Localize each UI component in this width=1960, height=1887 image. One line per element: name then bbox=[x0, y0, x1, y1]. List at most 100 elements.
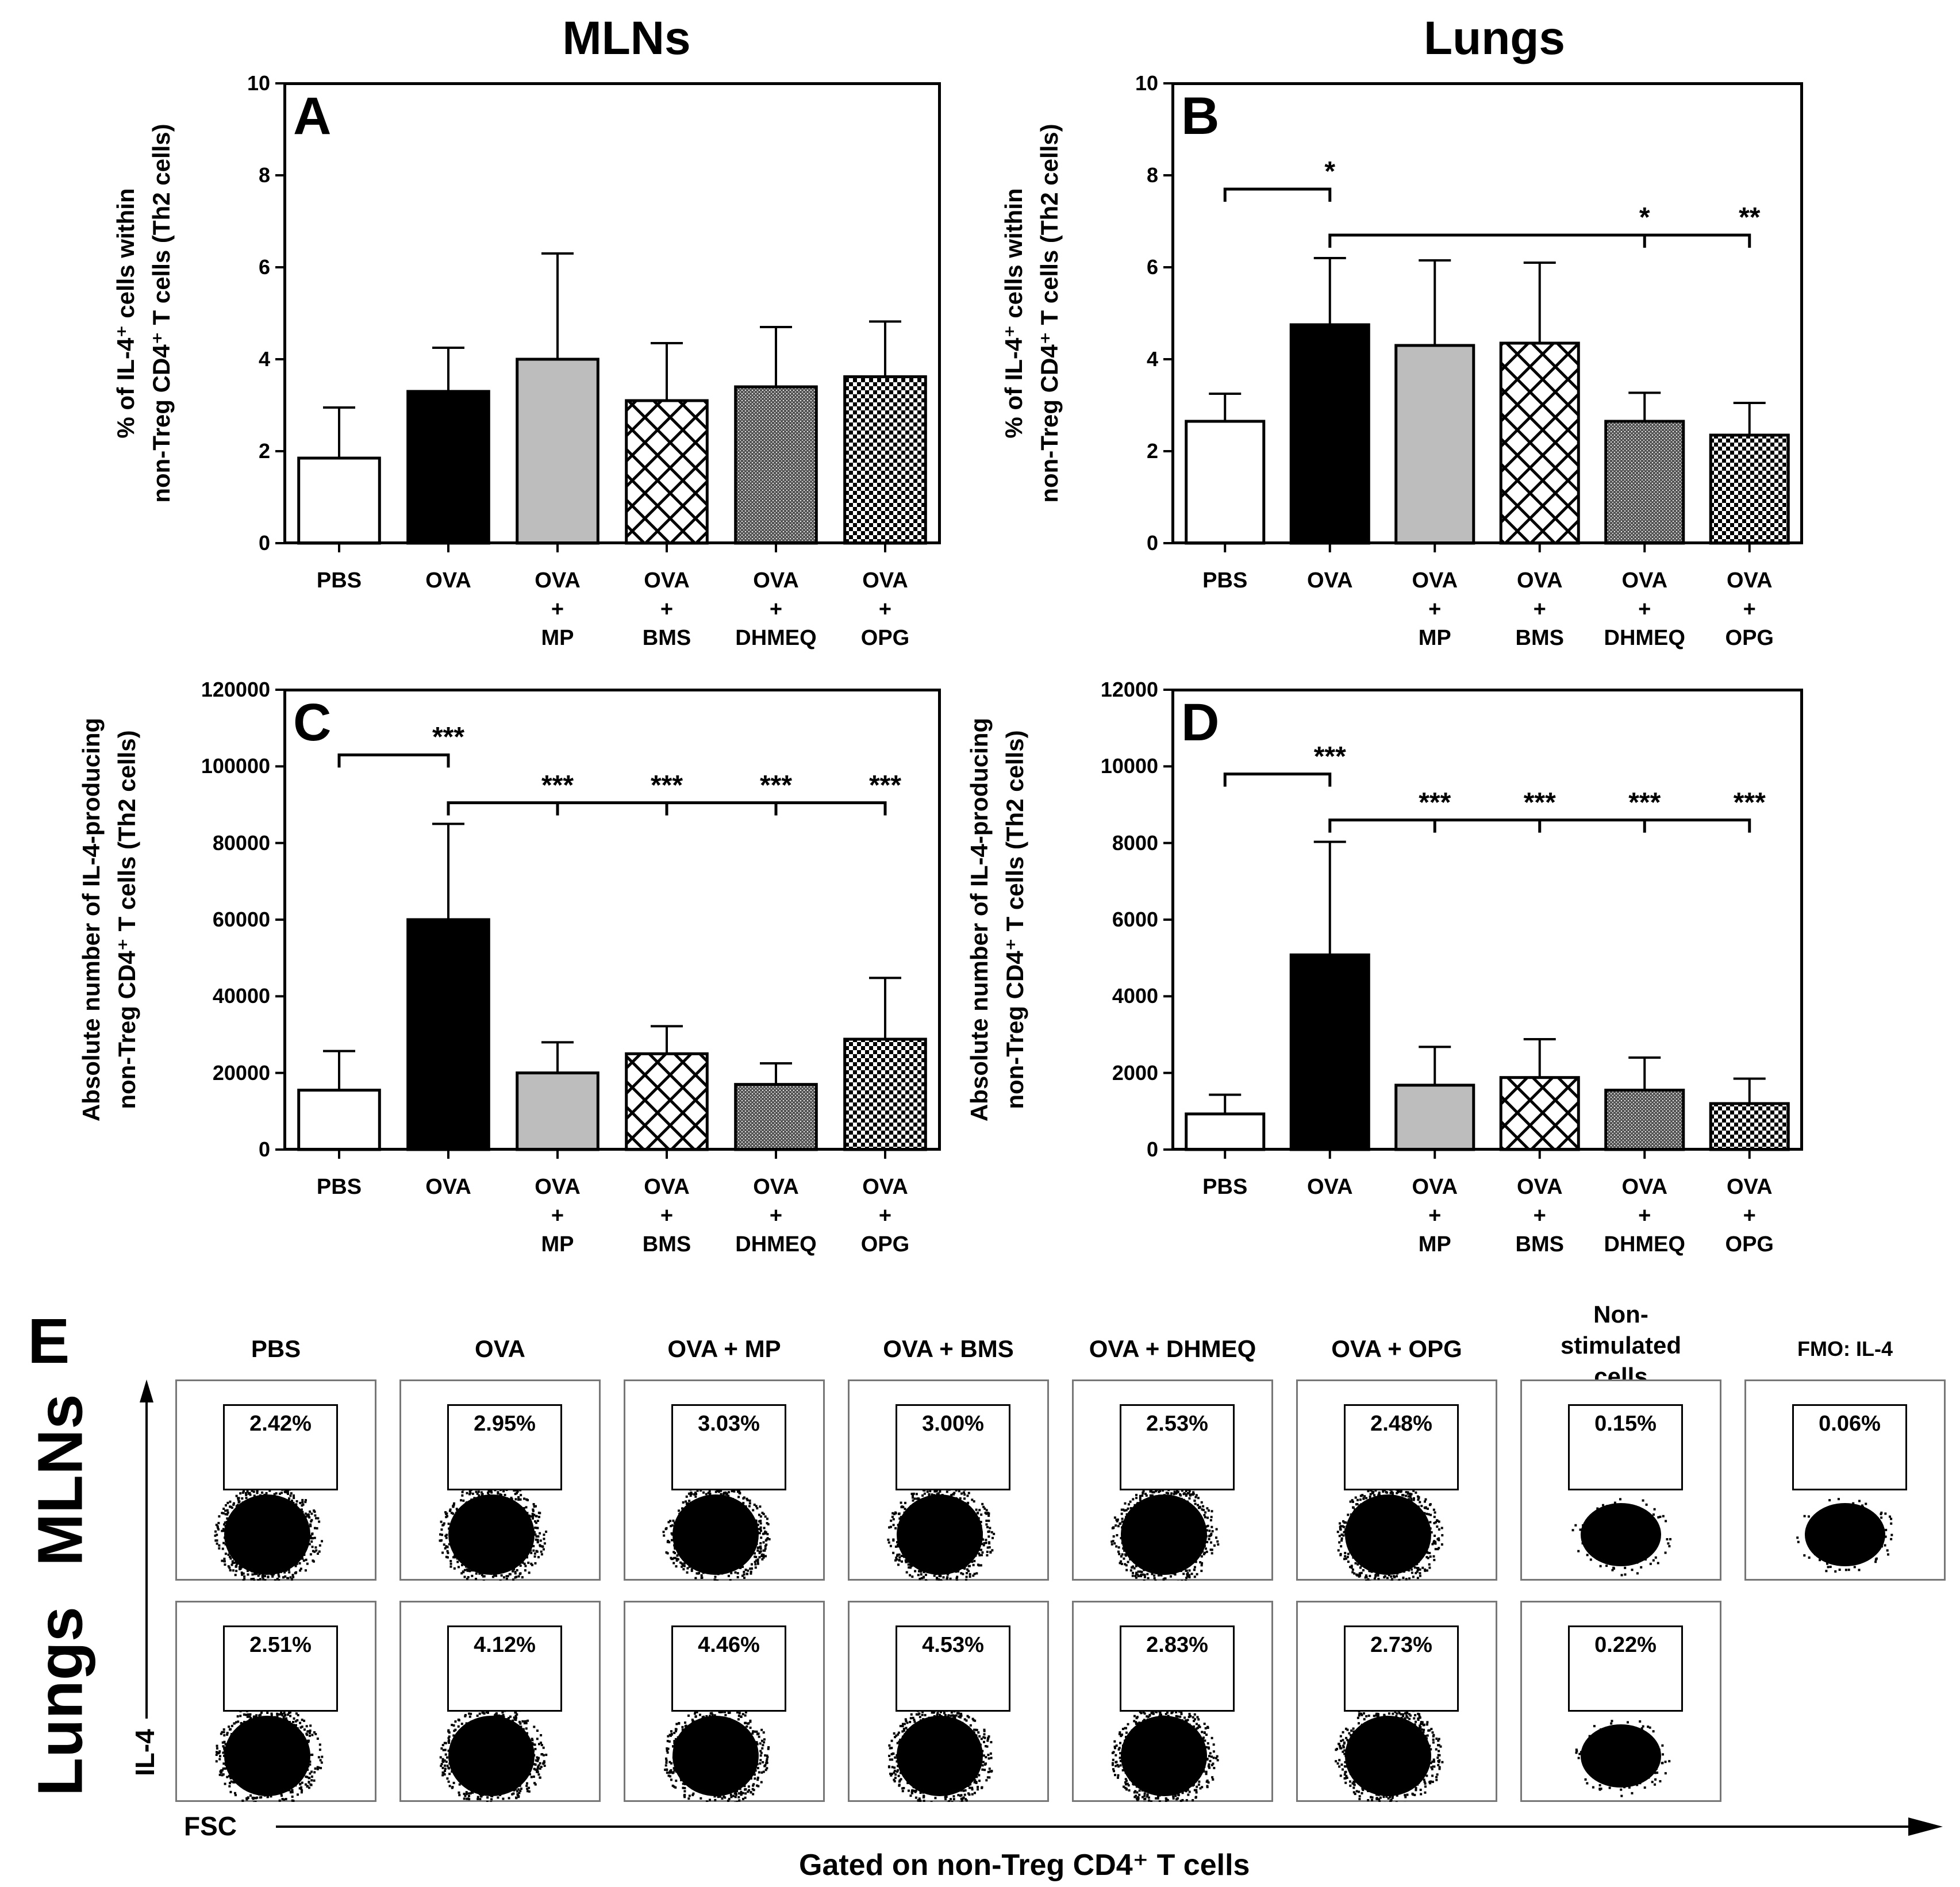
x-tick-label-line1: PBS bbox=[1202, 568, 1248, 593]
x-tick-label-line2: + bbox=[551, 1204, 564, 1228]
x-tick-label: OVA + OPG bbox=[1701, 1173, 1798, 1259]
significance-label: *** bbox=[1419, 787, 1451, 818]
x-tick-label-line3: OPG bbox=[860, 626, 910, 650]
x-tick-label-line1: OVA bbox=[1516, 1175, 1563, 1199]
x-tick-label: PBS bbox=[290, 1173, 388, 1201]
bar-d-2 bbox=[1394, 1083, 1475, 1151]
column-title-lungs: Lungs bbox=[1424, 12, 1565, 64]
gate-box: 2.73% bbox=[1344, 1625, 1459, 1712]
dense-cell-cluster bbox=[448, 1716, 535, 1796]
bar-d-4 bbox=[1604, 1089, 1685, 1151]
significance-label: * bbox=[1324, 156, 1336, 187]
x-tick-label: OVA bbox=[1281, 566, 1379, 595]
y-tick-label: 0 bbox=[258, 531, 270, 555]
x-tick-label: OVA + OPG bbox=[836, 566, 934, 652]
dense-cell-cluster bbox=[1581, 1724, 1661, 1788]
x-tick-label-line3: MP bbox=[1418, 1232, 1451, 1256]
flow-dot-plot: 2.42% bbox=[175, 1379, 376, 1581]
bar-c-0 bbox=[297, 1089, 381, 1151]
gate-box: 4.53% bbox=[896, 1625, 1010, 1712]
gate-percentage: 2.83% bbox=[1146, 1633, 1208, 1657]
flow-dot-plot: 2.95% bbox=[399, 1379, 601, 1581]
x-tick-label-line3: MP bbox=[1418, 626, 1451, 650]
x-tick-label-line2: + bbox=[1638, 597, 1651, 621]
gate-percentage: 0.06% bbox=[1819, 1412, 1881, 1436]
x-tick-label-line1: PBS bbox=[316, 1175, 362, 1199]
gate-percentage: 2.42% bbox=[249, 1412, 312, 1436]
column-title-mlns: MLNs bbox=[562, 12, 691, 64]
x-tick-label-line2: + bbox=[769, 1204, 783, 1228]
y-tick-label: 100000 bbox=[201, 754, 270, 778]
x-tick-label: OVA + DHMEQ bbox=[1596, 566, 1693, 652]
x-tick-label: OVA + BMS bbox=[618, 1173, 716, 1259]
y-tick-label: 0 bbox=[258, 1137, 270, 1161]
x-tick-label-line3: BMS bbox=[642, 626, 691, 650]
x-tick-label-line1: OVA bbox=[425, 1175, 471, 1199]
x-tick-label-line2: + bbox=[660, 597, 674, 621]
x-tick-label-line3: DHMEQ bbox=[1604, 1232, 1685, 1256]
gate-box: 2.42% bbox=[223, 1404, 338, 1490]
x-tick-label-line3: BMS bbox=[1515, 626, 1564, 650]
panel-letter-c: C bbox=[293, 693, 332, 752]
bar-b-3 bbox=[1499, 341, 1580, 545]
panel-letter-a: A bbox=[293, 87, 332, 145]
panel-letter-d: D bbox=[1181, 693, 1220, 752]
bar-d-3 bbox=[1499, 1076, 1580, 1151]
flow-dot-plot: 4.46% bbox=[624, 1601, 825, 1802]
dense-cell-cluster bbox=[1805, 1503, 1885, 1566]
x-tick-label-line3: DHMEQ bbox=[735, 626, 817, 650]
bar-b-2 bbox=[1394, 344, 1475, 545]
gate-box: 2.95% bbox=[447, 1404, 562, 1490]
bar-d-0 bbox=[1185, 1112, 1266, 1151]
y-tick-label: 8 bbox=[258, 163, 270, 187]
dense-cell-cluster bbox=[897, 1494, 983, 1575]
x-tick-label-line2: + bbox=[1743, 1204, 1756, 1228]
flow-dot-plot: 4.12% bbox=[399, 1601, 601, 1802]
dense-cell-cluster bbox=[224, 1494, 310, 1575]
gate-percentage: 0.22% bbox=[1594, 1633, 1657, 1657]
flow-column-label: Non-stimulated cells bbox=[1560, 1301, 1682, 1390]
gate-percentage: 2.95% bbox=[474, 1412, 536, 1436]
x-tick-label-line2: + bbox=[769, 597, 783, 621]
significance-bracket bbox=[337, 753, 450, 768]
bar-b-1 bbox=[1289, 323, 1370, 545]
x-tick-label-line2: + bbox=[551, 597, 564, 621]
x-tick-label-line1: OVA bbox=[862, 1175, 908, 1199]
y-axis-arrow-head bbox=[140, 1379, 153, 1402]
flow-column-label: PBS bbox=[251, 1335, 301, 1362]
bar-c-1 bbox=[406, 918, 490, 1151]
x-tick-label-line2: + bbox=[878, 1204, 892, 1228]
x-tick-label-line1: OVA bbox=[644, 1175, 690, 1199]
significance-label: *** bbox=[1733, 787, 1766, 818]
significance-label: * bbox=[1639, 202, 1650, 233]
x-tick-label-line1: OVA bbox=[862, 568, 908, 593]
x-tick-label-line3: MP bbox=[541, 1232, 574, 1256]
significance-label: *** bbox=[1313, 741, 1346, 772]
dense-cell-cluster bbox=[224, 1716, 310, 1796]
flow-column-label: OVA + MP bbox=[667, 1335, 781, 1362]
x-tick-label-line1: OVA bbox=[1726, 1175, 1773, 1199]
gate-box: 0.15% bbox=[1568, 1404, 1683, 1490]
y-tick-label: 2 bbox=[258, 439, 270, 463]
flow-column-label: OVA + BMS bbox=[883, 1335, 1014, 1362]
flow-dot-plot: 0.06% bbox=[1744, 1379, 1946, 1581]
y-tick-label: 12000 bbox=[1100, 678, 1158, 701]
bar-a-4 bbox=[734, 385, 818, 545]
plot-frame-a bbox=[283, 82, 941, 544]
x-tick-label-line3: MP bbox=[541, 626, 574, 650]
x-tick-label: OVA + OPG bbox=[1701, 566, 1798, 652]
gate-percentage: 2.53% bbox=[1146, 1412, 1208, 1436]
y-tick-label: 0 bbox=[1146, 531, 1158, 555]
flow-dot-plot: 2.51% bbox=[175, 1601, 376, 1802]
x-tick-label: OVA + DHMEQ bbox=[727, 566, 825, 652]
x-tick-label-line2: + bbox=[1428, 1204, 1442, 1228]
dense-cell-cluster bbox=[1121, 1494, 1207, 1575]
bar-c-5 bbox=[843, 1037, 927, 1151]
x-tick-label-line1: OVA bbox=[1412, 568, 1458, 593]
gate-percentage: 4.12% bbox=[474, 1633, 536, 1657]
flow-dots bbox=[1571, 1456, 1672, 1577]
y-tick-label: 4000 bbox=[1112, 984, 1158, 1008]
plot-frame-c bbox=[283, 689, 941, 1151]
x-tick-label: PBS bbox=[1176, 1173, 1274, 1201]
